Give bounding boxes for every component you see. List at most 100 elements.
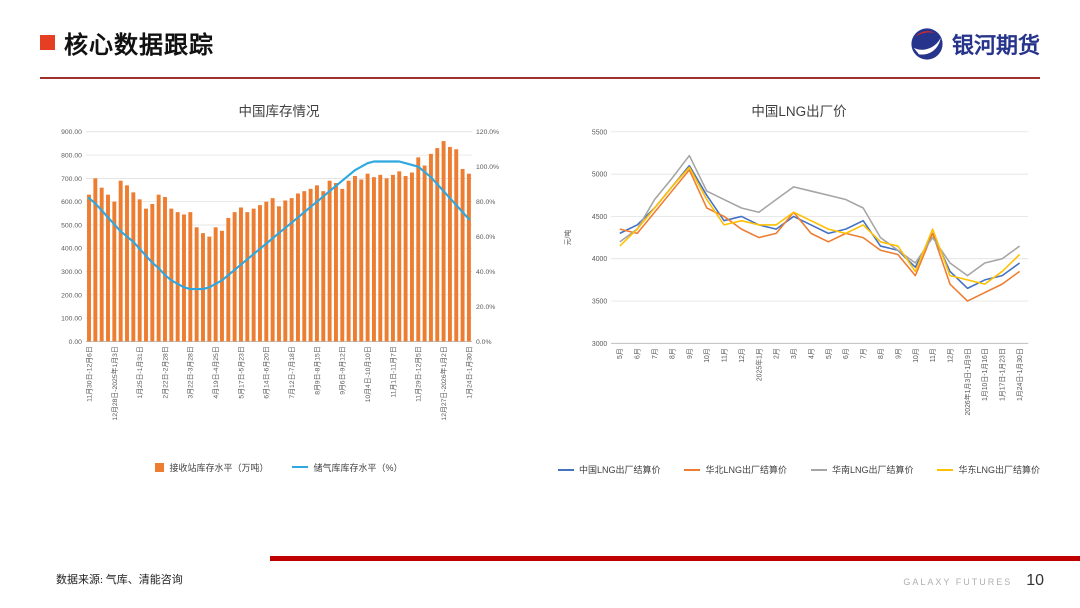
svg-text:1月10日-1月16日: 1月10日-1月16日 [981,348,989,401]
svg-text:11月: 11月 [720,348,728,362]
svg-text:3月: 3月 [790,348,798,359]
south-lng-label: 华南LNG出厂结算价 [831,465,914,476]
svg-text:600.00: 600.00 [61,199,82,206]
charts-row: 中国库存情况 0.00 100.00 200.00 300.00 400.00 500.0… [40,100,1040,476]
svg-text:12月28日-2025年1月3日: 12月28日-2025年1月3日 [110,346,119,420]
svg-text:300.00: 300.00 [61,269,82,276]
svg-text:6月: 6月 [634,348,642,359]
svg-text:0.0%: 0.0% [476,339,492,346]
svg-text:120.0%: 120.0% [476,129,499,136]
svg-text:11月1日-11月7日: 11月1日-11月7日 [389,346,397,397]
svg-text:12月27日-2026年1月2日: 12月27日-2026年1月2日 [439,346,448,420]
line-series-swatch [292,465,309,469]
svg-text:2月: 2月 [773,348,781,359]
svg-text:5500: 5500 [592,129,607,136]
svg-text:400.00: 400.00 [61,246,82,253]
south-lng-swatch [810,468,827,472]
svg-text:3000: 3000 [592,341,607,348]
svg-text:6月14日-6月20日: 6月14日-6月20日 [263,346,271,398]
china-lng-swatch [557,468,574,472]
east-lng-swatch [937,468,954,472]
svg-text:1月25日-1月31日: 1月25日-1月31日 [136,346,144,398]
north-lng-swatch [684,468,701,472]
legend-item-china-lng: 中国LNG出厂结算价 [557,463,661,476]
svg-text:8月: 8月 [668,348,676,359]
svg-text:4000: 4000 [592,256,607,263]
footer-brand: GALAXY FUTURES 10 [903,572,1044,590]
svg-text:11月29日-12月5日: 11月29日-12月5日 [415,346,423,402]
svg-text:3500: 3500 [592,299,607,306]
bar-series-swatch [155,462,165,472]
svg-text:4500: 4500 [592,214,607,221]
svg-text:1月24日-1月30日: 1月24日-1月30日 [1016,348,1024,401]
svg-text:8月9日-8月15日: 8月9日-8月15日 [313,346,321,394]
inventory-chart-title: 中国库存情况 [238,104,320,119]
brand-text: GALAXY FUTURES [903,577,1013,587]
svg-text:5月17日-5月23日: 5月17日-5月23日 [237,346,245,398]
lng-chart-title: 中国LNG出厂价 [751,104,847,119]
svg-text:20.0%: 20.0% [476,304,495,311]
svg-text:9月: 9月 [686,348,694,359]
svg-text:7月12日-7月18日: 7月12日-7月18日 [288,346,296,398]
bar-series-label: 接收站库存水平（万吨） [169,462,269,473]
svg-text:2025年1月: 2025年1月 [754,348,763,381]
svg-text:500.00: 500.00 [61,222,82,229]
svg-text:9月: 9月 [894,348,902,359]
svg-text:2026年1月3日-1月9日: 2026年1月3日-1月9日 [963,348,972,415]
svg-text:10月: 10月 [912,348,920,363]
legend-item-north-lng: 华北LNG出厂结算价 [684,463,787,476]
svg-text:700.00: 700.00 [61,176,82,183]
logo-text: 银河期货 [951,33,1040,58]
legend-item-receiving-station: 接收站库存水平（万吨） [155,461,268,474]
svg-text:5月: 5月 [825,348,833,359]
inventory-chart: 0.00 100.00 200.00 300.00 400.00 500.00 600.00… [61,129,499,420]
svg-text:4月19日-4月25日: 4月19日-4月25日 [212,346,220,398]
inventory-chart-panel: 中国库存情况 0.00 100.00 200.00 300.00 400.00 500.0… [40,100,518,476]
north-lng-label: 华北LNG出厂结算价 [705,465,787,476]
lng-chart-legend: 中国LNG出厂结算价 华北LNG出厂结算价 华南LNG出厂结算价 华东LNG出厂… [557,463,1040,476]
svg-text:1月24日-1月30日: 1月24日-1月30日 [465,346,473,398]
lng-price-chart: 3000 3500 4000 4500 5000 5500 元/吨 5月 6月 7月 8月 9月 10月… [563,129,1029,416]
header-divider [40,77,1040,79]
legend-item-gas-storage: 储气库库存水平（%） [292,461,402,474]
svg-text:900.00: 900.00 [61,129,82,136]
svg-text:80.0%: 80.0% [476,199,495,206]
svg-text:7月: 7月 [651,348,659,359]
svg-text:6月: 6月 [842,348,850,359]
china-lng-label: 中国LNG出厂结算价 [578,465,661,476]
svg-text:10月4日-10月10日: 10月4日-10月10日 [364,346,372,402]
svg-text:7月: 7月 [860,348,868,359]
inventory-chart-legend: 接收站库存水平（万吨） 储气库库存水平（%） [40,461,518,474]
svg-text:10月: 10月 [703,348,711,363]
page-title: 核心数据跟踪 [64,32,214,59]
galaxy-logo-icon [911,28,943,60]
svg-text:1月17日-1月23日: 1月17日-1月23日 [999,348,1007,401]
svg-text:元/吨: 元/吨 [563,230,572,246]
svg-text:12月: 12月 [738,348,746,363]
title-bullet-icon [40,35,55,50]
legend-item-east-lng: 华东LNG出厂结算价 [937,463,1040,476]
data-source: 数据来源: 气库、清能咨询 [56,574,183,586]
galaxy-futures-logo: 银河期货 [910,27,1040,61]
line-series-label: 储气库库存水平（%） [313,462,403,473]
svg-text:200.00: 200.00 [61,292,82,299]
svg-text:40.0%: 40.0% [476,269,495,276]
svg-text:100.00: 100.00 [61,316,82,323]
svg-text:100.0%: 100.0% [476,164,499,171]
svg-text:2月22日-2月28日: 2月22日-2月28日 [161,346,169,398]
lng-price-chart-panel: 中国LNG出厂价 3000 3500 4000 4500 5000 5500 元/吨 5月 6月… [557,100,1040,476]
svg-text:5000: 5000 [592,172,607,179]
svg-text:11月: 11月 [929,348,937,362]
svg-text:3月22日-3月28日: 3月22日-3月28日 [187,346,195,398]
svg-text:12月: 12月 [946,348,954,363]
svg-text:4月: 4月 [807,348,815,359]
svg-text:8月: 8月 [877,348,885,359]
svg-text:11月30日-12月6日: 11月30日-12月6日 [85,346,93,402]
page-number: 10 [1026,572,1044,589]
east-lng-label: 华东LNG出厂结算价 [958,465,1040,476]
legend-item-south-lng: 华南LNG出厂结算价 [810,463,914,476]
svg-text:800.00: 800.00 [61,153,82,160]
svg-text:5月: 5月 [616,348,624,359]
svg-text:60.0%: 60.0% [476,234,495,241]
